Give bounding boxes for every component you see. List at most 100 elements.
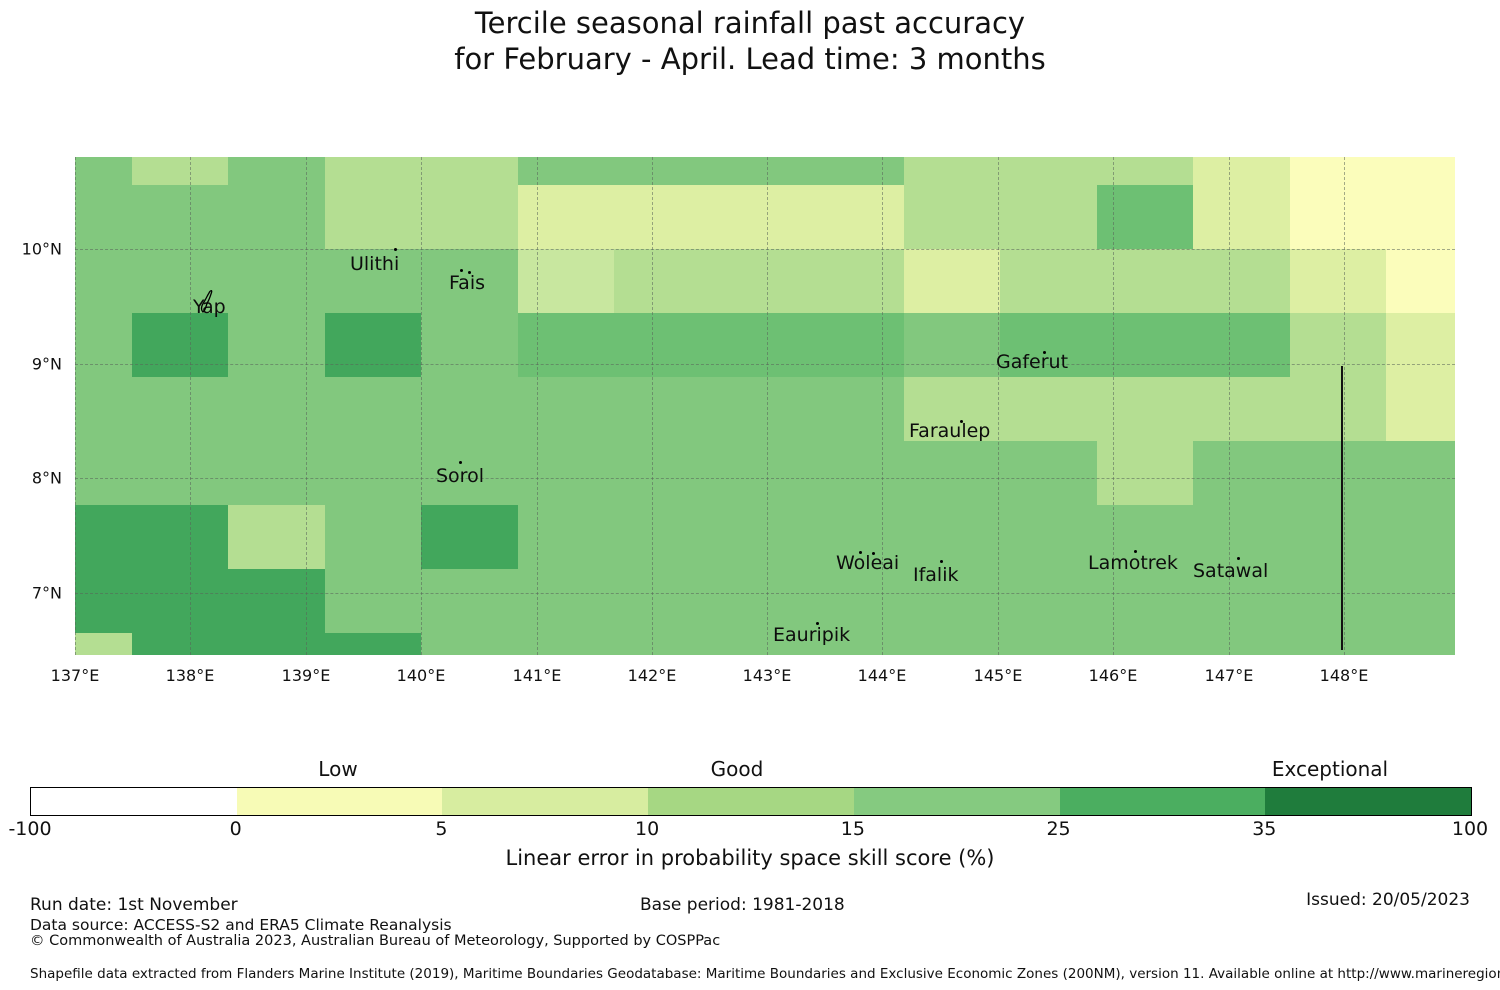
island-label: Woleai [836, 552, 900, 574]
gridline-horizontal [75, 364, 1455, 365]
map-cell [1000, 505, 1097, 569]
island-marker-dot [460, 269, 463, 272]
colorbar-segment [1265, 788, 1471, 815]
colorbar-tick-label: 25 [1046, 818, 1071, 840]
map-cell [904, 441, 1000, 505]
map-cell [325, 249, 421, 313]
map-cell [518, 157, 614, 185]
map-cell [1386, 157, 1455, 185]
colorbar-segment [648, 788, 854, 815]
map-cell [1290, 505, 1386, 569]
map-cell [1097, 249, 1193, 313]
map-cell [421, 185, 518, 249]
map-cell [1193, 249, 1290, 313]
map-cell [807, 633, 904, 655]
map-cell [807, 505, 904, 569]
map-cell [132, 505, 228, 569]
map-cell [518, 185, 614, 249]
island-label: Satawal [1193, 560, 1269, 582]
map-cell [75, 377, 132, 441]
map-cell [228, 249, 325, 313]
map-cell [1290, 249, 1386, 313]
map-cell [614, 633, 711, 655]
map-cell [325, 505, 421, 569]
map-cell [325, 569, 421, 633]
map-cell [614, 185, 711, 249]
eez-boundary-line [1341, 366, 1343, 650]
colorbar-category-label: Low [318, 757, 358, 781]
map-cell [1193, 505, 1290, 569]
map-cell [1000, 441, 1097, 505]
colorbar-segment [1059, 788, 1266, 815]
colorbar-tick-label: 5 [435, 818, 448, 840]
gridline-horizontal [75, 249, 1455, 250]
map-cell [904, 249, 1000, 313]
colorbar-tick-label: -100 [8, 818, 52, 840]
colorbar-tick-label: 100 [1451, 818, 1489, 840]
map-cell [1000, 249, 1097, 313]
map-cell [421, 249, 518, 313]
map-cell [711, 157, 807, 185]
map-cell [904, 377, 1000, 441]
map-cell [904, 185, 1000, 249]
footer-shapefile-note: Shapefile data extracted from Flanders M… [30, 966, 1500, 982]
map-cell [421, 505, 518, 569]
map-cell [1386, 505, 1455, 569]
map-cell [518, 569, 614, 633]
map-cell [711, 505, 807, 569]
map-cell [1193, 377, 1290, 441]
map-cell [1290, 377, 1386, 441]
footer-copyright: © Commonwealth of Australia 2023, Austra… [30, 933, 721, 949]
map-cell [518, 377, 614, 441]
colorbar [30, 787, 1472, 816]
chart-title-line1: Tercile seasonal rainfall past accuracy [474, 6, 1026, 40]
island-marker-dot [960, 420, 963, 423]
map-cell [325, 313, 421, 377]
island-marker-dot [872, 552, 875, 555]
island-label: Lamotrek [1088, 552, 1178, 574]
map-cell [807, 313, 904, 377]
map-cell [1386, 249, 1455, 313]
island-marker-dot [859, 551, 862, 554]
y-tick-label: 7°N [31, 583, 62, 603]
x-tick-label: 140°E [396, 666, 446, 685]
map-cell [75, 185, 132, 249]
map-cell [228, 441, 325, 505]
colorbar-tick-label: 10 [635, 818, 660, 840]
y-tick-label: 9°N [31, 354, 62, 374]
map-cell [518, 313, 614, 377]
gridline-vertical [1113, 157, 1114, 655]
map-cell [904, 633, 1000, 655]
map-cell [614, 441, 711, 505]
map-cell [904, 157, 1000, 185]
colorbar-segment [442, 788, 649, 815]
map-cell [1097, 157, 1193, 185]
map-cell [614, 157, 711, 185]
island-label: Sorol [436, 465, 484, 487]
colorbar-segment [236, 788, 443, 815]
chart-title-line2: for February - April. Lead time: 3 month… [454, 42, 1046, 76]
island-marker-dot [1237, 557, 1240, 560]
map-cell [1386, 441, 1455, 505]
gridline-vertical [537, 157, 538, 655]
map-cell [1097, 185, 1193, 249]
map-cell [1097, 441, 1193, 505]
map-cell [1290, 313, 1386, 377]
gridline-vertical [652, 157, 653, 655]
map-cell [132, 633, 228, 655]
map-cell [75, 249, 132, 313]
map-cell [421, 313, 518, 377]
island-marker-dot [394, 248, 397, 251]
map-cell [228, 157, 325, 185]
x-tick-label: 141°E [512, 666, 562, 685]
colorbar-tick-label: 0 [229, 818, 242, 840]
map-cell [421, 633, 518, 655]
map-cell [1290, 569, 1386, 633]
y-tick-label: 8°N [31, 468, 62, 488]
map-cell [325, 633, 421, 655]
gridline-vertical [1229, 157, 1230, 655]
x-tick-label: 144°E [857, 666, 907, 685]
map-cell [614, 377, 711, 441]
map-cell [75, 441, 132, 505]
